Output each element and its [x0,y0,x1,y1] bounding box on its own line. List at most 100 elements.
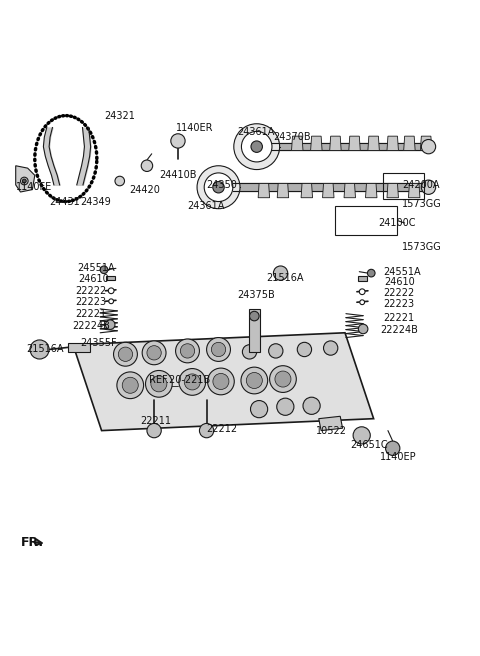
Circle shape [241,131,272,162]
Polygon shape [368,136,379,150]
Text: 1573GG: 1573GG [402,199,442,209]
Circle shape [250,312,259,321]
Text: 10522: 10522 [316,426,348,436]
Circle shape [184,374,200,390]
Text: 22211: 22211 [140,416,171,426]
Circle shape [142,341,166,365]
Text: 1140FE: 1140FE [16,182,52,192]
Circle shape [207,368,234,395]
Circle shape [246,373,263,388]
Circle shape [421,140,436,154]
Circle shape [171,134,185,148]
Bar [107,276,115,280]
Text: 21516A: 21516A [266,273,304,283]
Circle shape [360,300,364,304]
Circle shape [147,346,161,360]
Polygon shape [16,166,35,192]
Circle shape [359,324,368,334]
Polygon shape [344,184,356,197]
Polygon shape [365,184,377,197]
Text: 1140ER: 1140ER [176,123,213,133]
Text: 24610: 24610 [79,274,109,284]
Text: 24350: 24350 [206,180,238,190]
Circle shape [303,397,320,415]
Text: 24100C: 24100C [378,218,416,228]
Text: 21516A: 21516A [26,344,64,354]
Text: REF.20-221B: REF.20-221B [149,375,211,386]
Circle shape [204,173,233,201]
Text: 24370B: 24370B [274,132,311,142]
Circle shape [118,347,132,361]
Polygon shape [323,184,334,197]
Text: 24349: 24349 [80,197,111,207]
Circle shape [106,320,115,329]
Polygon shape [73,333,373,430]
Circle shape [353,427,370,444]
Text: 24361A: 24361A [188,201,225,211]
Circle shape [30,340,49,359]
Text: 24551A: 24551A [78,263,115,274]
Text: 24361A: 24361A [238,127,275,137]
Circle shape [251,141,263,152]
Circle shape [269,344,283,358]
Text: 22223: 22223 [75,297,107,307]
Bar [249,309,260,352]
Polygon shape [258,184,270,197]
Circle shape [176,339,199,363]
Circle shape [180,344,195,358]
Circle shape [421,180,436,194]
Polygon shape [408,184,420,197]
Text: 24420: 24420 [129,184,160,195]
Circle shape [211,342,226,357]
Circle shape [385,441,400,455]
Circle shape [109,299,114,304]
Text: 24321: 24321 [104,111,135,121]
Circle shape [277,398,294,415]
Text: 22224B: 22224B [380,325,418,335]
Text: 22221: 22221 [75,309,107,319]
Circle shape [179,369,205,396]
Polygon shape [311,136,322,150]
Circle shape [275,371,291,387]
Circle shape [360,289,365,295]
Circle shape [241,367,268,394]
Circle shape [297,342,312,357]
Text: 1573GG: 1573GG [402,242,442,252]
Text: 1140EP: 1140EP [380,452,417,462]
Bar [68,343,90,352]
Text: FR.: FR. [21,536,44,549]
Text: 22212: 22212 [206,424,238,434]
Text: 22224B: 22224B [72,321,110,331]
Text: 22222: 22222 [383,288,414,298]
Polygon shape [420,136,432,150]
Text: 24375B: 24375B [238,289,276,300]
Polygon shape [319,417,343,430]
Text: 24200A: 24200A [402,180,440,190]
Circle shape [115,176,124,186]
Polygon shape [277,184,288,197]
Circle shape [274,266,288,280]
Polygon shape [301,184,312,197]
Bar [359,276,367,281]
Polygon shape [387,184,398,197]
Circle shape [151,376,167,392]
Circle shape [141,160,153,171]
Circle shape [23,179,26,183]
Circle shape [147,423,161,438]
Text: 22222: 22222 [75,286,107,297]
Circle shape [213,182,224,193]
Circle shape [367,270,375,277]
Circle shape [122,377,138,394]
Text: 24410B: 24410B [159,171,196,180]
Text: 24431: 24431 [49,197,80,207]
Bar [336,206,397,235]
Circle shape [242,344,257,359]
Circle shape [206,338,230,361]
Polygon shape [404,136,415,150]
Circle shape [114,342,137,366]
Text: 24651C: 24651C [350,440,387,450]
Circle shape [213,373,229,390]
Polygon shape [349,136,360,150]
Text: 24551A: 24551A [383,267,421,277]
Text: 24610: 24610 [384,277,415,287]
